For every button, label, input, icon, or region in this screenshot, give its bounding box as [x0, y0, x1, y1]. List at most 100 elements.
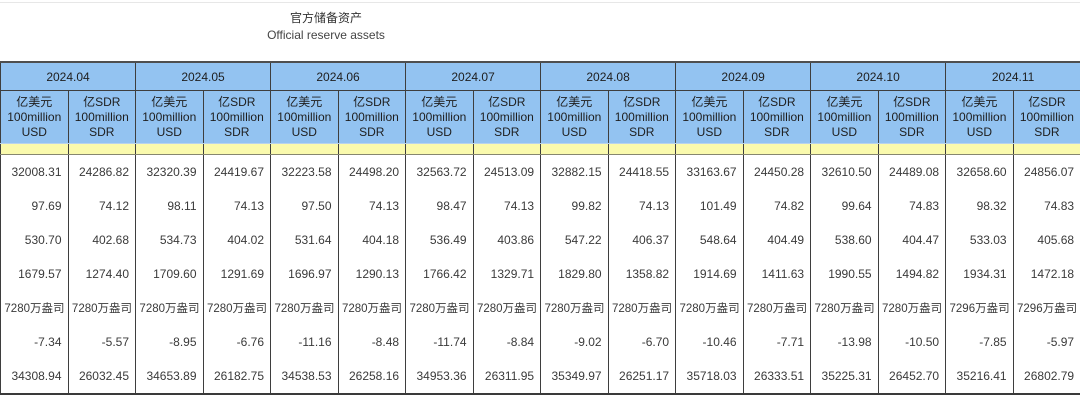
data-cell[interactable]: -7.34	[0, 325, 69, 359]
data-cell[interactable]: 32320.39	[135, 154, 204, 189]
data-cell[interactable]: 547.22	[540, 223, 609, 257]
data-cell[interactable]: 7280万盎司	[270, 291, 339, 325]
data-cell[interactable]: 24418.55	[607, 154, 677, 189]
data-cell[interactable]: 7280万盎司	[810, 291, 879, 325]
data-cell[interactable]: 98.47	[405, 189, 474, 223]
data-cell[interactable]: 24856.07	[1012, 154, 1080, 189]
unit-header-usd-cell[interactable]: 亿美元 100million USD	[270, 90, 339, 144]
data-cell[interactable]: -5.57	[67, 325, 137, 359]
unit-header-sdr-cell[interactable]: 亿SDR 100million SDR	[742, 90, 812, 144]
data-cell[interactable]: 74.82	[742, 189, 812, 223]
data-cell[interactable]: 7280万盎司	[337, 291, 407, 325]
month-header-cell[interactable]: 2024.11	[945, 62, 1080, 91]
data-cell[interactable]: 534.73	[135, 223, 204, 257]
data-cell[interactable]: -13.98	[810, 325, 879, 359]
month-header-cell[interactable]: 2024.06	[270, 62, 407, 91]
unit-header-sdr-cell[interactable]: 亿SDR 100million SDR	[202, 90, 272, 144]
data-cell[interactable]: 24450.28	[742, 154, 812, 189]
unit-header-sdr-cell[interactable]: 亿SDR 100million SDR	[337, 90, 407, 144]
data-cell[interactable]: 32008.31	[0, 154, 69, 189]
data-cell[interactable]: 24489.08	[877, 154, 947, 189]
data-cell[interactable]: 32563.72	[405, 154, 474, 189]
data-cell[interactable]: 26802.79	[1012, 359, 1080, 394]
data-cell[interactable]: 530.70	[0, 223, 69, 257]
data-cell[interactable]: -10.46	[675, 325, 744, 359]
data-cell[interactable]: 34653.89	[135, 359, 204, 394]
data-cell[interactable]: 7296万盎司	[945, 291, 1014, 325]
data-cell[interactable]: 26032.45	[67, 359, 137, 394]
data-cell[interactable]: 99.64	[810, 189, 879, 223]
data-cell[interactable]: 404.02	[202, 223, 272, 257]
month-header-cell[interactable]: 2024.08	[540, 62, 677, 91]
data-cell[interactable]: 97.69	[0, 189, 69, 223]
data-cell[interactable]: 101.49	[675, 189, 744, 223]
data-cell[interactable]: 1358.82	[607, 257, 677, 291]
data-cell[interactable]: 7296万盎司	[1012, 291, 1080, 325]
data-cell[interactable]: 7280万盎司	[742, 291, 812, 325]
data-cell[interactable]: -8.48	[337, 325, 407, 359]
unit-header-sdr-cell[interactable]: 亿SDR 100million SDR	[472, 90, 542, 144]
unit-header-sdr-cell[interactable]: 亿SDR 100million SDR	[607, 90, 677, 144]
data-cell[interactable]: 26251.17	[607, 359, 677, 394]
data-cell[interactable]: 24286.82	[67, 154, 137, 189]
month-header-cell[interactable]: 2024.05	[135, 62, 272, 91]
data-cell[interactable]: 1472.18	[1012, 257, 1080, 291]
data-cell[interactable]: 34953.36	[405, 359, 474, 394]
data-cell[interactable]: 1291.69	[202, 257, 272, 291]
data-cell[interactable]: 32882.15	[540, 154, 609, 189]
data-cell[interactable]: -7.71	[742, 325, 812, 359]
data-cell[interactable]: 26311.95	[472, 359, 542, 394]
data-cell[interactable]: 34538.53	[270, 359, 339, 394]
month-header-cell[interactable]: 2024.09	[675, 62, 812, 91]
data-cell[interactable]: 7280万盎司	[405, 291, 474, 325]
unit-header-usd-cell[interactable]: 亿美元 100million USD	[675, 90, 744, 144]
data-cell[interactable]: 35349.97	[540, 359, 609, 394]
unit-header-sdr-cell[interactable]: 亿SDR 100million SDR	[877, 90, 947, 144]
data-cell[interactable]: 35718.03	[675, 359, 744, 394]
data-cell[interactable]: 536.49	[405, 223, 474, 257]
data-cell[interactable]: -11.74	[405, 325, 474, 359]
data-cell[interactable]: 74.13	[472, 189, 542, 223]
data-cell[interactable]: -6.70	[607, 325, 677, 359]
data-cell[interactable]: -10.50	[877, 325, 947, 359]
data-cell[interactable]: 24513.09	[472, 154, 542, 189]
data-cell[interactable]: 402.68	[67, 223, 137, 257]
data-cell[interactable]: 1290.13	[337, 257, 407, 291]
data-cell[interactable]: 35225.31	[810, 359, 879, 394]
data-cell[interactable]: 24419.67	[202, 154, 272, 189]
data-cell[interactable]: 98.32	[945, 189, 1014, 223]
data-cell[interactable]: 24498.20	[337, 154, 407, 189]
data-cell[interactable]: 99.82	[540, 189, 609, 223]
data-cell[interactable]: 1696.97	[270, 257, 339, 291]
unit-header-sdr-cell[interactable]: 亿SDR 100million SDR	[1012, 90, 1080, 144]
data-cell[interactable]: 74.13	[607, 189, 677, 223]
data-cell[interactable]: 1829.80	[540, 257, 609, 291]
data-cell[interactable]: 538.60	[810, 223, 879, 257]
data-cell[interactable]: 7280万盎司	[540, 291, 609, 325]
data-cell[interactable]: -8.95	[135, 325, 204, 359]
data-cell[interactable]: 1274.40	[67, 257, 137, 291]
data-cell[interactable]: 7280万盎司	[472, 291, 542, 325]
month-header-cell[interactable]: 2024.10	[810, 62, 947, 91]
data-cell[interactable]: 404.47	[877, 223, 947, 257]
data-cell[interactable]: 1494.82	[877, 257, 947, 291]
data-cell[interactable]: 32610.50	[810, 154, 879, 189]
data-cell[interactable]: -5.97	[1012, 325, 1080, 359]
data-cell[interactable]: 98.11	[135, 189, 204, 223]
data-cell[interactable]: -8.84	[472, 325, 542, 359]
data-cell[interactable]: -9.02	[540, 325, 609, 359]
data-cell[interactable]: 1766.42	[405, 257, 474, 291]
data-cell[interactable]: 33163.67	[675, 154, 744, 189]
data-cell[interactable]: 74.13	[202, 189, 272, 223]
unit-header-usd-cell[interactable]: 亿美元 100million USD	[405, 90, 474, 144]
data-cell[interactable]: -7.85	[945, 325, 1014, 359]
data-cell[interactable]: 1329.71	[472, 257, 542, 291]
unit-header-usd-cell[interactable]: 亿美元 100million USD	[945, 90, 1014, 144]
data-cell[interactable]: 35216.41	[945, 359, 1014, 394]
data-cell[interactable]: 7280万盎司	[607, 291, 677, 325]
data-cell[interactable]: 26333.51	[742, 359, 812, 394]
data-cell[interactable]: 34308.94	[0, 359, 69, 394]
data-cell[interactable]: 404.49	[742, 223, 812, 257]
data-cell[interactable]: 32223.58	[270, 154, 339, 189]
data-cell[interactable]: 404.18	[337, 223, 407, 257]
